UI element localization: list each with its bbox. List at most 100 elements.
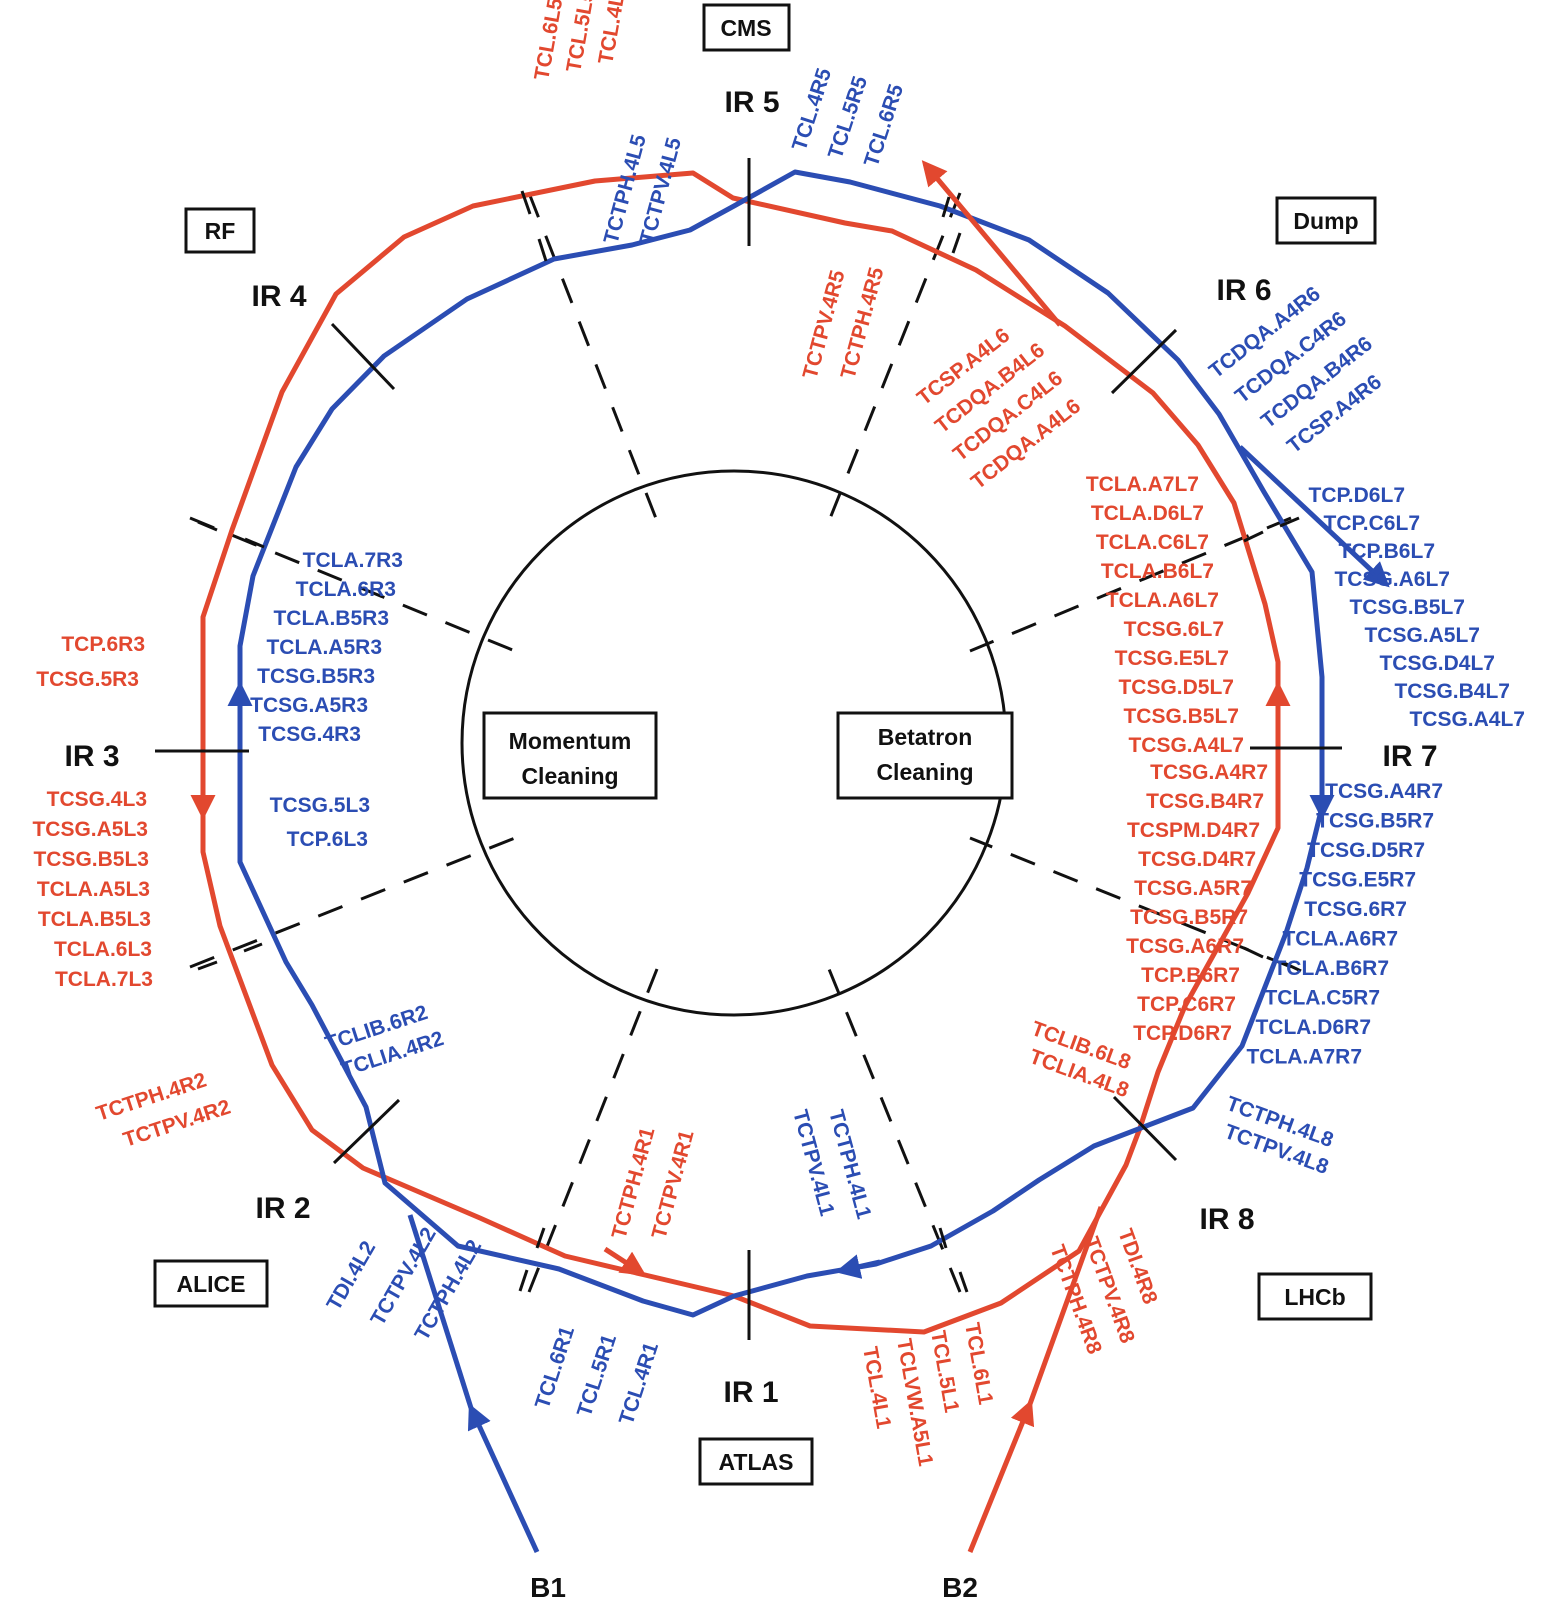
collimator-label: TCL.4R1 xyxy=(615,1339,663,1427)
collimator-label: TCLA.D6R7 xyxy=(1255,1016,1371,1039)
collimator-label: TCSG.5R3 xyxy=(36,668,139,691)
beam1-ring xyxy=(237,169,1325,1318)
collimator-label: TCSG.6L7 xyxy=(1124,618,1224,641)
ir-label-ir1: IR 1 xyxy=(723,1376,778,1409)
collimator-label: TCLA.B6L7 xyxy=(1101,560,1214,583)
collimator-label: TCL.6R1 xyxy=(531,1323,579,1411)
collimator-label: TCSG.A4R7 xyxy=(1150,761,1268,784)
collimator-label: TCLA.A6L7 xyxy=(1106,589,1219,612)
collimator-label: TCSG.A4R7 xyxy=(1325,780,1443,803)
beam1-injection-line-upper xyxy=(407,1214,474,1409)
dashed-spokes xyxy=(189,192,1292,1293)
collimator-label: TCLA.D6L7 xyxy=(1091,502,1204,525)
experiment-label-rf: RF xyxy=(205,218,236,244)
collimator-label: TCLA.A7R7 xyxy=(1246,1046,1362,1069)
collimator-label: TCSG.6R7 xyxy=(1304,898,1407,921)
collimator-label: TCSG.D5L7 xyxy=(1118,676,1234,699)
ir-label-ir6: IR 6 xyxy=(1216,274,1271,307)
collimator-group-ir3-blue-upper: TCLA.7R3 TCLA.6R3 TCLA.B5R3 TCLA.A5R3 TCSG.B… xyxy=(250,549,403,746)
beam2-label: B2 xyxy=(942,1572,978,1603)
collimator-label: TCSG.A5L3 xyxy=(32,818,148,841)
momentum-cleaning-label-2: Cleaning xyxy=(521,763,618,789)
collimator-label: TCP.6L3 xyxy=(287,828,368,851)
beam2-direction-marker-ir1 xyxy=(603,1246,647,1276)
collimator-label: TCSG.B5R7 xyxy=(1316,810,1434,833)
collimator-label: TCSG.A4L7 xyxy=(1128,734,1244,757)
experiment-box-rf xyxy=(184,207,256,254)
collimator-label: TCSG.B4R7 xyxy=(1146,790,1264,813)
collimator-label: TCSG.E5L7 xyxy=(1115,647,1229,670)
collimator-label: TCLA.A5R3 xyxy=(266,636,382,659)
ir-label-ir5: IR 5 xyxy=(724,86,779,119)
collimator-label: TCSG.D4L7 xyxy=(1379,652,1495,675)
collimator-label: TCL.5L1 xyxy=(926,1329,963,1415)
beam2-injection-line xyxy=(967,1399,1035,1553)
collimator-label: TCL.4L5 xyxy=(594,0,631,66)
collimator-label: TCP.B6R7 xyxy=(1141,964,1240,987)
collimator-group-ir3-red-lower: TCSG.4L3 TCSG.A5L3 TCSG.B5L3 TCLA.A5L3 TCLA.… xyxy=(32,788,153,991)
collimator-label: TDI.4L2 xyxy=(322,1237,380,1314)
ir-ticks xyxy=(155,158,1342,1340)
beam1-dump-line xyxy=(1238,445,1390,588)
collimator-label: TCSG.A5R7 xyxy=(1134,877,1252,900)
collimator-label: TCSG.B5L3 xyxy=(33,848,149,871)
collimator-label: TCSG.A4L7 xyxy=(1409,708,1525,731)
collimator-label: TCLA.B5L3 xyxy=(38,908,151,931)
collimator-label: TCLA.C5R7 xyxy=(1264,987,1380,1010)
collimator-group-ir3-red-upper: TCP.6R3 TCSG.5R3 xyxy=(36,633,145,691)
ir-label-ir8: IR 8 xyxy=(1199,1203,1254,1236)
beam2-injection-line-upper xyxy=(1027,1206,1104,1405)
experiment-label-alice: ALICE xyxy=(177,1271,246,1297)
collimator-label: TCSG.4L3 xyxy=(47,788,147,811)
collimator-label: TCLA.A7L7 xyxy=(1086,473,1199,496)
ir-label-ir4: IR 4 xyxy=(251,280,306,313)
collimator-label: TCLA.7L3 xyxy=(55,968,153,991)
collimator-label: TCSG.4R3 xyxy=(258,723,361,746)
betatron-cleaning-label-2: Cleaning xyxy=(876,759,973,785)
collimator-label: TCSG.A6L7 xyxy=(1334,568,1450,591)
betatron-cleaning-label-1: Betatron xyxy=(878,724,973,750)
collimator-group-ir7-red-lower: TCSG.A4R7 TCSG.B4R7 TCSPM.D4R7 TCSG.D4R7 TCS… xyxy=(1126,761,1268,1045)
beam2-ring xyxy=(200,170,1281,1335)
collimator-group-ir7-red-upper: TCLA.A7L7 TCLA.D6L7 TCLA.C6L7 TCLA.B6L7 TCLA… xyxy=(1086,473,1244,757)
experiment-box-dump xyxy=(1275,196,1377,245)
experiment-box-alice xyxy=(153,1259,269,1308)
collimator-label: TCSG.B5R7 xyxy=(1130,906,1248,929)
beam2-dump-line xyxy=(921,160,1062,327)
collimator-label: TCP.6R3 xyxy=(61,633,145,656)
collimator-label: TCP.D6L7 xyxy=(1309,484,1405,507)
collimator-label: TCP.C6L7 xyxy=(1324,512,1420,535)
collimator-label: TCLA.6R3 xyxy=(296,578,396,601)
experiment-box-cms xyxy=(702,3,791,52)
collimator-label: TCSG.A6R7 xyxy=(1126,935,1244,958)
beam1-direction-marker-ir1 xyxy=(835,1254,881,1279)
collimator-label: TCLA.7R3 xyxy=(303,549,403,572)
collimator-label: TCLA.A5L3 xyxy=(37,878,150,901)
collimator-label: TCSG.A5R3 xyxy=(250,694,368,717)
ir-label-ir7: IR 7 xyxy=(1382,740,1437,773)
collimator-label: TCLA.6L3 xyxy=(54,938,152,961)
collimator-label: TCSG.D5R7 xyxy=(1307,839,1425,862)
collimator-label: TCSG.A5L7 xyxy=(1364,624,1480,647)
collimator-label: TCLA.C6L7 xyxy=(1096,531,1209,554)
ir-label-ir3: IR 3 xyxy=(64,740,119,773)
collimator-label: TCL.4L1 xyxy=(858,1345,895,1431)
betatron-cleaning-box xyxy=(836,711,1014,800)
collimator-label: TCLA.B5R3 xyxy=(273,607,389,630)
collimator-group-ir3-blue-lower: TCSG.5L3 TCP.6L3 xyxy=(270,794,370,851)
collimator-group-ir7-blue-lower: TCSG.A4R7 TCSG.B5R7 TCSG.D5R7 TCSG.E5R7 TCSG… xyxy=(1246,780,1443,1069)
momentum-cleaning-label-1: Momentum xyxy=(509,728,632,754)
collimator-label: TCL.5R1 xyxy=(573,1331,621,1419)
